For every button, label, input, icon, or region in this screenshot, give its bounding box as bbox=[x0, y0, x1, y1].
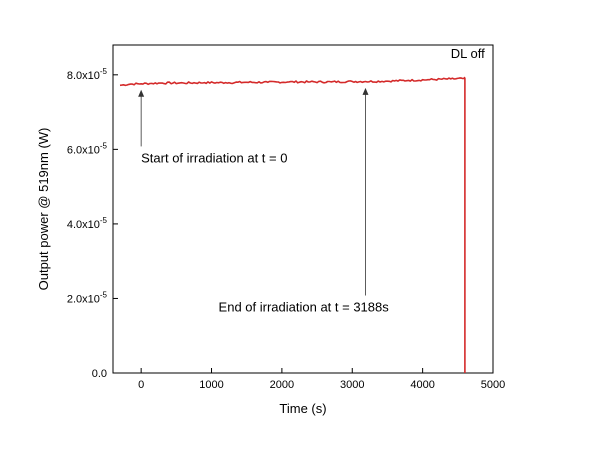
y-axis-ticks: 0.0 2.0x10-5 4.0x10-5 6.0x10-5 8.0x10-5 bbox=[67, 67, 118, 380]
y-tick-label: 2.0x10-5 bbox=[67, 290, 108, 305]
annotation-arrow-head bbox=[362, 87, 369, 95]
y-tick-label: 4.0x10-5 bbox=[67, 216, 108, 231]
plot-frame bbox=[112, 44, 494, 374]
x-tick-label: 3000 bbox=[340, 379, 364, 391]
y-axis-label: Output power @ 519nm (W) bbox=[36, 128, 51, 291]
annotation-label: Start of irradiation at t = 0 bbox=[141, 150, 287, 165]
x-axis-label: Time (s) bbox=[279, 401, 326, 416]
annotation-arrow-head bbox=[138, 89, 145, 97]
y-tick-label: 8.0x10-5 bbox=[67, 67, 108, 82]
x-tick-label: 5000 bbox=[481, 379, 505, 391]
y-tick-label: 0.0 bbox=[92, 368, 107, 380]
x-axis-ticks: 0 1000 2000 3000 4000 5000 bbox=[138, 368, 505, 391]
x-tick-label: 0 bbox=[138, 379, 144, 391]
x-tick-label: 2000 bbox=[270, 379, 294, 391]
x-tick-label: 1000 bbox=[199, 379, 223, 391]
x-tick-label: 4000 bbox=[410, 379, 434, 391]
series-line bbox=[119, 76, 466, 373]
series-layer bbox=[119, 76, 466, 373]
annotation-label: End of irradiation at t = 3188s bbox=[219, 300, 390, 315]
y-tick-label: 6.0x10-5 bbox=[67, 141, 108, 156]
annotation-label: DL off bbox=[451, 46, 485, 61]
annotations-layer: DL off Start of irradiation at t = 0 End o… bbox=[138, 46, 485, 315]
